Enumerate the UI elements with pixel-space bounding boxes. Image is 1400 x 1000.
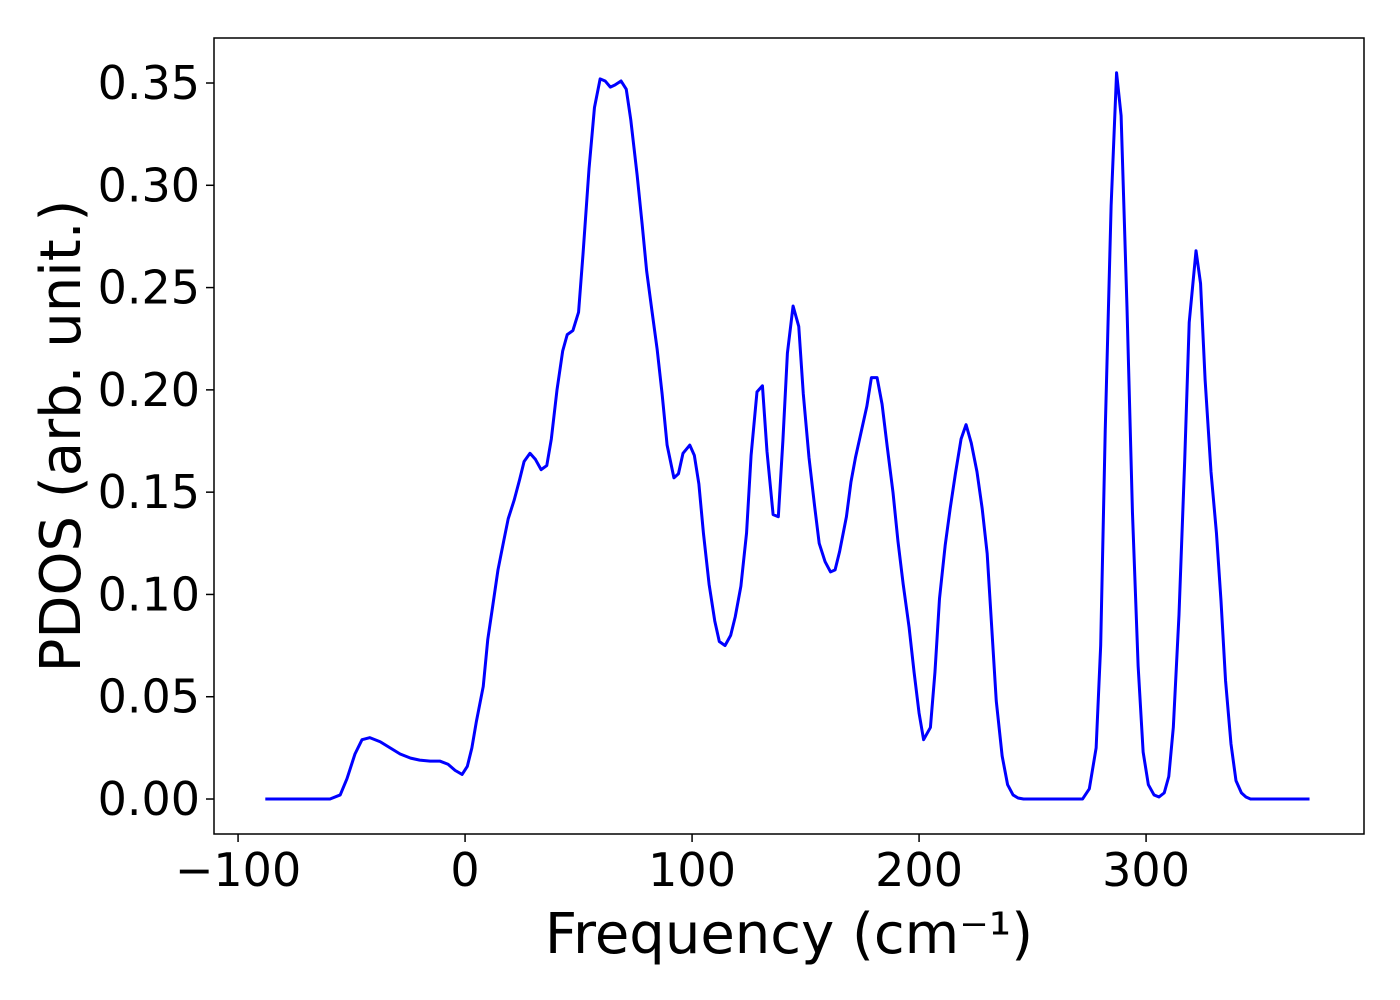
x-tick-label: 100 bbox=[648, 843, 736, 897]
x-tick-label: 300 bbox=[1102, 843, 1190, 897]
y-tick-label: 0.05 bbox=[98, 670, 200, 724]
y-axis-label: PDOS (arb. unit.) bbox=[29, 200, 94, 673]
plot-frame bbox=[213, 37, 1365, 835]
x-tick-label: 200 bbox=[875, 843, 963, 897]
y-tick-label: 0.00 bbox=[98, 772, 200, 826]
y-tick-label: 0.30 bbox=[98, 158, 200, 212]
x-axis-label: Frequency (cm⁻¹) bbox=[545, 902, 1033, 967]
y-tick-label: 0.35 bbox=[98, 56, 200, 110]
y-tick-label: 0.20 bbox=[98, 363, 200, 417]
y-tick-label: 0.15 bbox=[98, 465, 200, 519]
x-tick-label: −100 bbox=[175, 843, 301, 897]
y-tick-label: 0.10 bbox=[98, 567, 200, 621]
data-line bbox=[265, 71, 1310, 801]
y-tick-label: 0.25 bbox=[98, 261, 200, 315]
x-tick-label: 0 bbox=[450, 843, 479, 897]
